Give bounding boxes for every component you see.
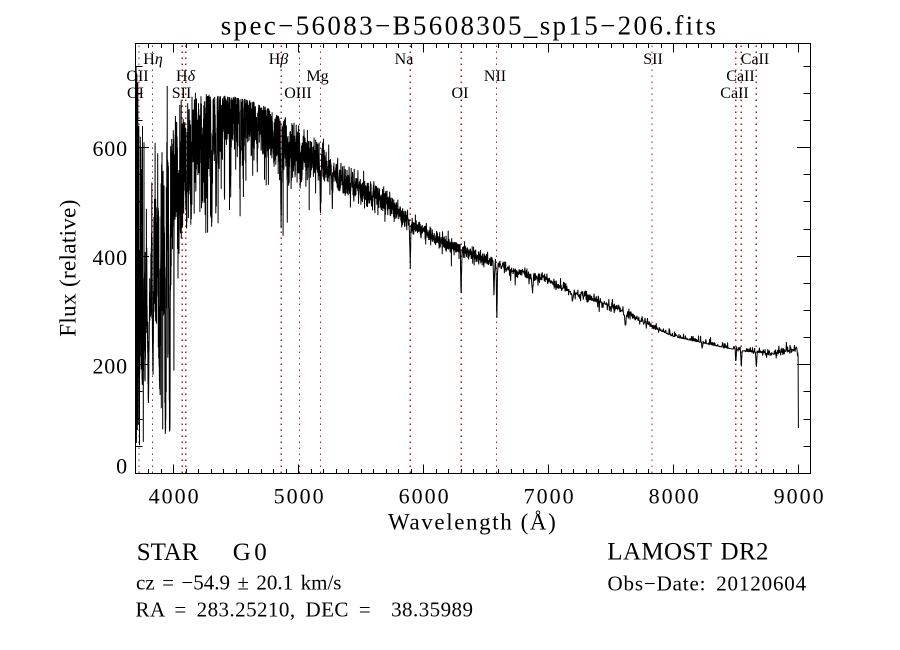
svg-text:SII: SII (172, 85, 192, 102)
svg-text:STAR: STAR (137, 539, 199, 566)
svg-text:8000: 8000 (649, 484, 701, 509)
svg-text:RA = 283.25210, DEC = 38.3598: RA = 283.25210, DEC = 38.35989 (136, 598, 474, 622)
svg-text:7000: 7000 (524, 484, 576, 509)
svg-text:SII: SII (643, 51, 663, 68)
svg-text:Wavelength (Å): Wavelength (Å) (388, 510, 557, 535)
svg-text:4000: 4000 (149, 484, 201, 509)
svg-text:spec−56083−B5608305_sp15−206.f: spec−56083−B5608305_sp15−206.fits (221, 10, 718, 40)
svg-text:cz = −54.9 ± 20.1 km/s: cz = −54.9 ± 20.1 km/s (136, 570, 341, 594)
svg-text:CaII: CaII (720, 85, 748, 102)
svg-text:OII: OII (126, 68, 148, 85)
svg-text:Mg: Mg (306, 68, 328, 85)
svg-text:Hη: Hη (143, 51, 163, 68)
svg-text:OIII: OIII (284, 85, 312, 102)
svg-text:400: 400 (92, 245, 127, 270)
svg-text:Na: Na (395, 51, 414, 68)
svg-text:Obs−Date: 20120604: Obs−Date: 20120604 (608, 571, 808, 595)
svg-text:5000: 5000 (274, 484, 326, 509)
svg-text:9000: 9000 (774, 484, 826, 509)
svg-text:Flux (relative): Flux (relative) (56, 199, 81, 336)
svg-text:OI: OI (452, 85, 469, 102)
svg-text:CaII: CaII (741, 51, 769, 68)
svg-text:CaII: CaII (726, 68, 754, 85)
svg-text:LAMOST DR2: LAMOST DR2 (607, 538, 769, 565)
svg-text:600: 600 (92, 136, 127, 161)
svg-text:OI: OI (127, 85, 144, 102)
svg-text:G0: G0 (233, 539, 270, 566)
svg-text:NII: NII (484, 68, 506, 85)
svg-text:Hβ: Hβ (269, 51, 289, 68)
svg-text:0: 0 (116, 453, 128, 478)
svg-text:Hδ: Hδ (176, 68, 196, 85)
svg-text:6000: 6000 (399, 484, 451, 509)
svg-text:200: 200 (92, 354, 127, 379)
